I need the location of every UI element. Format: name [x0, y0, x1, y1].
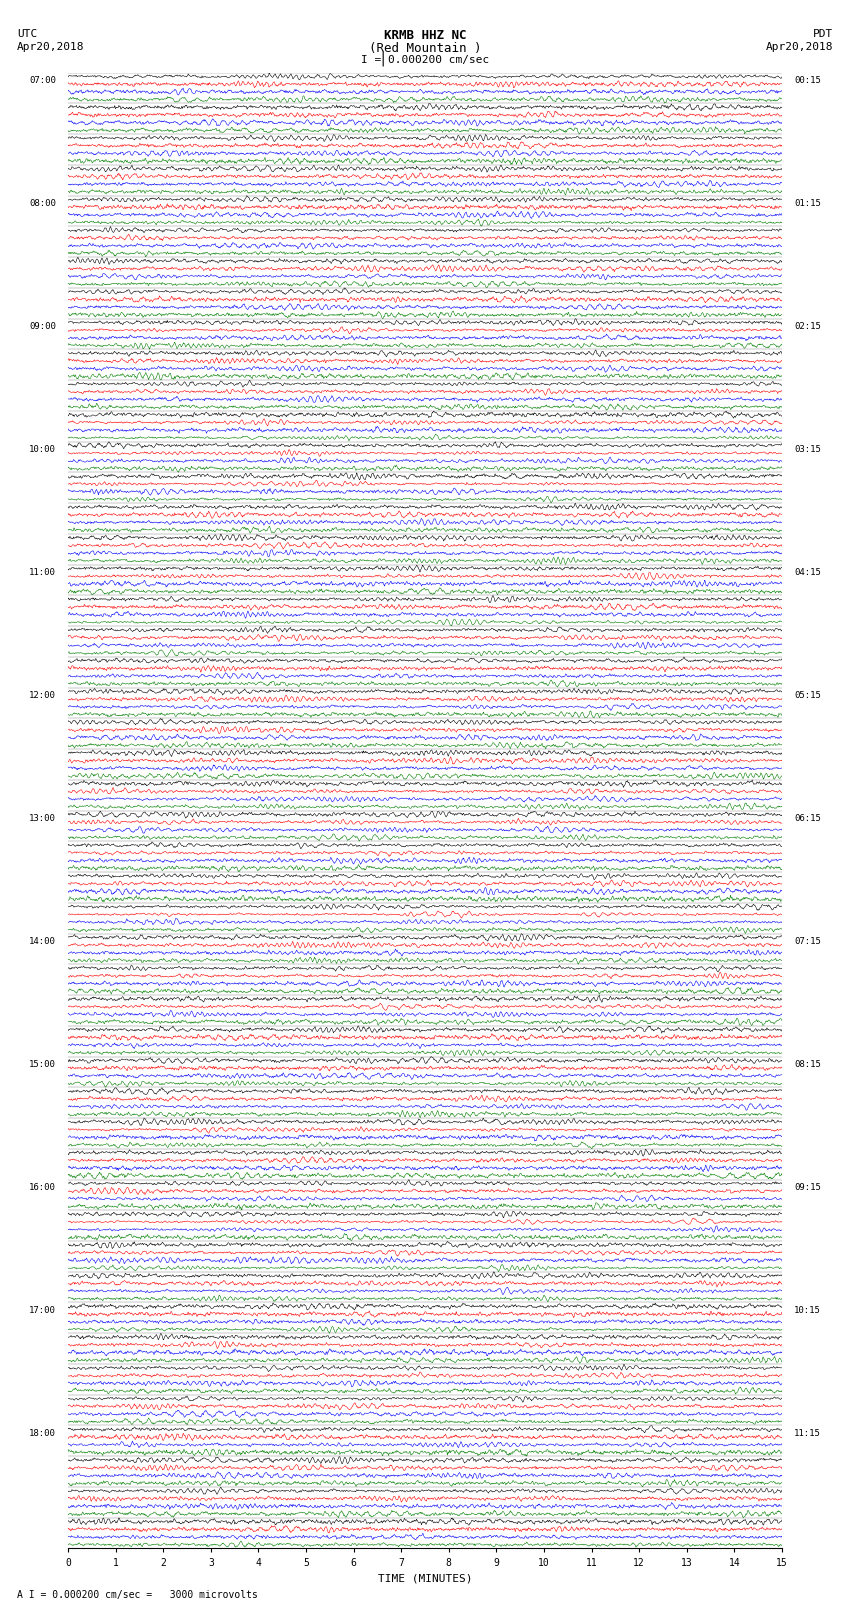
Text: |: |	[378, 52, 387, 66]
Text: 05:15: 05:15	[794, 690, 821, 700]
Text: A I = 0.000200 cm/sec =   3000 microvolts: A I = 0.000200 cm/sec = 3000 microvolts	[17, 1590, 258, 1600]
Text: 07:15: 07:15	[794, 937, 821, 945]
Text: 16:00: 16:00	[29, 1182, 56, 1192]
Text: 06:15: 06:15	[794, 813, 821, 823]
Text: 10:15: 10:15	[794, 1305, 821, 1315]
Text: 00:15: 00:15	[794, 76, 821, 84]
Text: 10:00: 10:00	[29, 445, 56, 453]
Text: 18:00: 18:00	[29, 1429, 56, 1437]
Text: 02:15: 02:15	[794, 321, 821, 331]
Text: 08:00: 08:00	[29, 198, 56, 208]
Text: UTC: UTC	[17, 29, 37, 39]
X-axis label: TIME (MINUTES): TIME (MINUTES)	[377, 1573, 473, 1582]
Text: 04:15: 04:15	[794, 568, 821, 576]
Text: 17:00: 17:00	[29, 1305, 56, 1315]
Text: I = 0.000200 cm/sec: I = 0.000200 cm/sec	[361, 55, 489, 65]
Text: (Red Mountain ): (Red Mountain )	[369, 42, 481, 55]
Text: 15:00: 15:00	[29, 1060, 56, 1068]
Text: 09:15: 09:15	[794, 1182, 821, 1192]
Text: 01:15: 01:15	[794, 198, 821, 208]
Text: 14:00: 14:00	[29, 937, 56, 945]
Text: 11:15: 11:15	[794, 1429, 821, 1437]
Text: 09:00: 09:00	[29, 321, 56, 331]
Text: PDT: PDT	[813, 29, 833, 39]
Text: KRMB HHZ NC: KRMB HHZ NC	[383, 29, 467, 42]
Text: 13:00: 13:00	[29, 813, 56, 823]
Text: 03:15: 03:15	[794, 445, 821, 453]
Text: 11:00: 11:00	[29, 568, 56, 576]
Text: 08:15: 08:15	[794, 1060, 821, 1068]
Text: Apr20,2018: Apr20,2018	[17, 42, 84, 52]
Text: 12:00: 12:00	[29, 690, 56, 700]
Text: Apr20,2018: Apr20,2018	[766, 42, 833, 52]
Text: 07:00: 07:00	[29, 76, 56, 84]
